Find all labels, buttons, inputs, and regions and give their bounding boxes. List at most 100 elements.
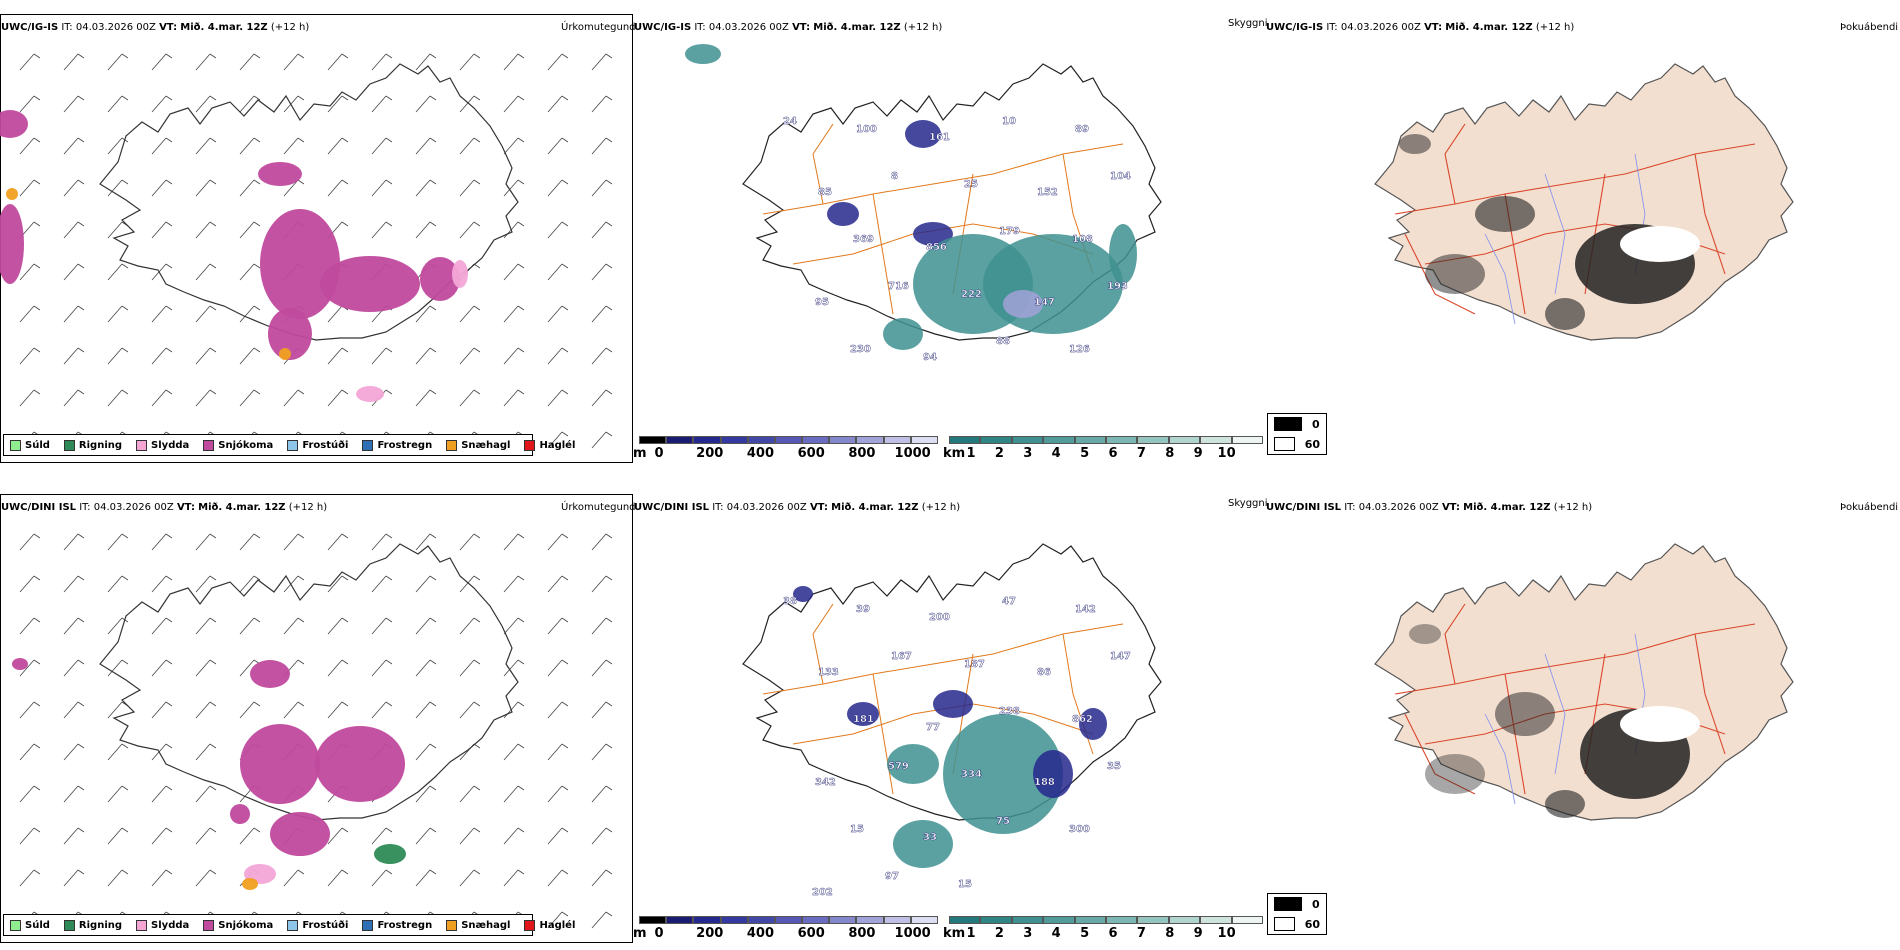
iceland-outline	[0, 63, 519, 402]
precip-area	[6, 188, 18, 200]
visibility-value: 579	[888, 761, 909, 772]
legend-label: Frostregn	[377, 919, 433, 931]
legend-item: Slydda	[136, 919, 189, 931]
colorbar-tick: 5	[1080, 446, 1090, 461]
legend-item: Frostúði	[287, 919, 348, 931]
legend-label: Snjókoma	[218, 439, 274, 451]
visibility-value: 94	[923, 352, 937, 363]
legend-swatch	[362, 919, 374, 931]
fog-swatch	[1274, 437, 1295, 451]
visibility-map-bottom: 38 39 200 47 142 133 167 187 86 147 181 77 238 862 342…	[742, 543, 1162, 898]
visibility-value: 95	[815, 297, 829, 308]
visibility-value: 38	[783, 596, 797, 607]
colorbar-segment	[639, 436, 667, 444]
visibility-value: 862	[1072, 714, 1093, 725]
colorbar-segment	[774, 436, 803, 444]
fog-title-top: Þokuábendi	[1840, 22, 1899, 33]
visibility-panel-bottom: 38 39 200 47 142 133 167 187 86 147 181 77 238 862 342…	[633, 494, 1265, 943]
legend-label: Snæhagl	[461, 439, 511, 451]
legend-swatch	[287, 439, 299, 451]
colorbar-tick: 400	[746, 926, 775, 941]
colorbar-tick: 4	[1051, 446, 1061, 461]
legend-swatch	[524, 919, 536, 931]
legend-label: Haglél	[539, 919, 576, 931]
colorbar-segment	[774, 916, 803, 924]
legend-swatch	[63, 919, 75, 931]
colorbar-tick: 7	[1136, 446, 1146, 461]
iceland-outline: 24 100 161 10 89 85 8 25 152 104 369 856 179 108 95 716…	[685, 44, 1162, 363]
visibility-value: 342	[815, 777, 836, 788]
colorbar-segment	[1137, 916, 1169, 924]
colorbar-segment	[1074, 916, 1106, 924]
map-header-top-3: UWC/IG-IS IT: 04.03.2026 00Z VT: Mið. 4.…	[1266, 22, 1575, 33]
legend-label: Súld	[25, 439, 50, 451]
visibility-panel-top: 24 100 161 10 89 85 8 25 152 104 369 856 179 108 95 716…	[633, 14, 1265, 463]
visibility-area	[933, 690, 973, 718]
visibility-value: 161	[929, 132, 950, 143]
visibility-area	[887, 744, 939, 784]
precip-type-map-top	[0, 14, 633, 463]
precip-area	[270, 812, 330, 856]
legend-label: Frostregn	[377, 439, 433, 451]
legend-item: Haglél	[524, 439, 576, 451]
fog-area	[1475, 196, 1535, 232]
visibility-value: 85	[818, 187, 832, 198]
fog-area	[1409, 624, 1441, 644]
visibility-value: 8	[891, 171, 898, 182]
visibility-value: 716	[888, 281, 909, 292]
visibility-value: 10	[1002, 116, 1016, 127]
legend-swatch	[287, 919, 299, 931]
visibility-value: 126	[1069, 344, 1090, 355]
visibility-value: 35	[1107, 761, 1121, 772]
visibility-value-labels: 24 100 161 10 89 85 8 25 152 104 369 856 179 108 95 716…	[783, 116, 1131, 363]
legend-swatch	[524, 439, 536, 451]
colorbar-tick: 4	[1051, 926, 1061, 941]
precip-area	[374, 844, 406, 864]
precip-area	[452, 260, 468, 288]
precip-area	[0, 110, 28, 138]
colorbar-segment	[802, 436, 830, 444]
legend-item: Haglél	[524, 919, 576, 931]
colorbar-segment	[910, 916, 938, 924]
colorbar-tick: 1	[966, 446, 976, 461]
fog-swatch	[1274, 897, 1302, 911]
colorbar-tick: 9	[1193, 926, 1203, 941]
legend-swatch	[10, 439, 21, 451]
fog-area	[1425, 754, 1485, 794]
visibility-km-colorbar-bottom: km 1 2 3 4 5 6 7 8 9 10	[943, 916, 1263, 942]
colorbar-segment	[980, 436, 1012, 444]
visibility-value: 15	[850, 824, 864, 835]
precip-type-panel-top	[0, 14, 633, 463]
model-name: UWC/IG-IS	[1, 22, 59, 33]
visibility-area	[905, 120, 941, 148]
visibility-value-labels: 38 39 200 47 142 133 167 187 86 147 181 77 238 862 342…	[783, 596, 1131, 898]
legend-label: Haglél	[539, 439, 576, 451]
legend-item: Snæhagl	[446, 439, 511, 451]
precip-area	[315, 726, 405, 802]
colorbar-tick: 8	[1165, 926, 1175, 941]
colorbar-tick: 3	[1023, 446, 1033, 461]
colorbar-tick: 6	[1108, 926, 1118, 941]
visibility-km-colorbar-top: km 1 2 3 4 5 6 7 8 9 10	[943, 436, 1263, 462]
legend-label: Snæhagl	[461, 919, 511, 931]
legend-label: Frostúði	[302, 439, 349, 451]
visibility-area	[943, 714, 1063, 834]
colorbar-unit: m	[633, 446, 647, 461]
legend-item: Rigning	[63, 919, 122, 931]
legend-item: Frostregn	[362, 919, 433, 931]
precip-type-title-bottom: Úrkomutegund	[561, 502, 636, 513]
visibility-value: 187	[964, 659, 985, 670]
colorbar-tick: 7	[1136, 926, 1146, 941]
precip-area	[260, 209, 340, 319]
colorbar-segment	[1011, 436, 1044, 444]
colorbar-tick: 9	[1193, 446, 1203, 461]
visibility-value: 47	[1002, 596, 1016, 607]
legend-item: Snæhagl	[446, 919, 511, 931]
iceland-outline	[1374, 543, 1794, 821]
visibility-value: 167	[891, 651, 912, 662]
map-header-bottom-1: UWC/DINI ISL IT: 04.03.2026 00Z VT: Mið.…	[1, 502, 328, 513]
legend-item: Súld	[10, 439, 50, 451]
colorbar-segment	[1137, 436, 1169, 444]
colorbar-segment	[856, 436, 884, 444]
visibility-map-top: 24 100 161 10 89 85 8 25 152 104 369 856 179 108 95 716…	[685, 44, 1162, 363]
